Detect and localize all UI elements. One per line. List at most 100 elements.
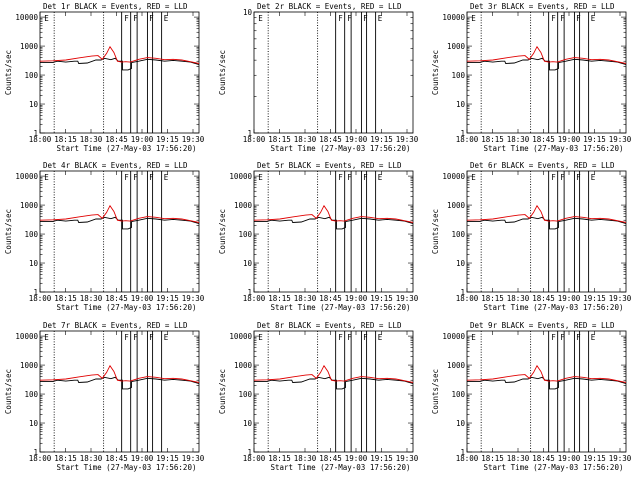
x-tick-label: 18:00	[243, 454, 266, 463]
x-tick-label: 18:00	[29, 454, 52, 463]
y-tick-label: 100	[24, 230, 38, 239]
y-axis-label: Counts/sec	[431, 369, 440, 414]
y-tick-label: 1000	[447, 361, 466, 370]
plot-frame	[466, 330, 627, 453]
lld-series-line	[253, 364, 414, 383]
flag-letter: E	[591, 14, 596, 23]
flag-letter: F	[133, 14, 138, 23]
y-tick-label: 1	[33, 288, 38, 297]
x-tick-label: 18:45	[105, 454, 128, 463]
x-tick-label: 19:30	[396, 294, 419, 303]
lld-series-line	[39, 364, 200, 383]
panel-title: Det 4r BLACK = Events, RED = LLD	[43, 161, 188, 170]
lld-series-line	[39, 45, 200, 64]
x-tick-label: 19:30	[396, 135, 419, 144]
y-tick-label: 1	[247, 288, 252, 297]
x-tick-label: 19:00	[131, 454, 154, 463]
flag-letter: E	[258, 14, 263, 23]
x-tick-label: 18:30	[507, 135, 530, 144]
detector-panel-4: Det 4r BLACK = Events, RED = LLD Counts/s…	[4, 161, 205, 312]
x-tick-label: 19:15	[156, 454, 179, 463]
x-tick-label: 18:30	[507, 454, 530, 463]
flag-letter: F	[347, 333, 352, 342]
x-tick-label: 18:45	[319, 454, 342, 463]
detector-panel-7: Det 7r BLACK = Events, RED = LLD Counts/s…	[4, 321, 205, 472]
y-tick-label: 1	[460, 129, 465, 138]
plot-frame	[466, 11, 627, 134]
lld-series-line	[253, 204, 414, 223]
flag-letter: F	[551, 173, 556, 182]
y-tick-label: 1000	[447, 42, 466, 51]
x-axis-label: Start Time (27-May-03 17:56:20)	[484, 144, 624, 153]
flag-letter: E	[471, 173, 476, 182]
plot-frame	[39, 11, 200, 134]
flag-letter: F	[338, 333, 343, 342]
flag-letter: F	[363, 333, 368, 342]
panel-title: Det 2r BLACK = Events, RED = LLD	[257, 2, 402, 11]
y-tick-label: 1	[460, 448, 465, 457]
x-tick-label: 19:30	[609, 454, 632, 463]
flag-letter: E	[164, 173, 169, 182]
lld-series-line	[466, 45, 627, 64]
x-tick-label: 18:45	[532, 135, 555, 144]
x-tick-label: 18:00	[29, 135, 52, 144]
flag-letter: F	[347, 173, 352, 182]
flag-letter: E	[591, 173, 596, 182]
x-tick-label: 19:15	[156, 135, 179, 144]
flag-letter: F	[124, 333, 129, 342]
flag-letter: F	[124, 173, 129, 182]
flag-letter: F	[560, 14, 565, 23]
panel-title: Det 3r BLACK = Events, RED = LLD	[470, 2, 615, 11]
y-tick-label: 10000	[15, 13, 38, 22]
x-tick-label: 19:00	[558, 135, 581, 144]
y-tick-label: 100	[451, 390, 465, 399]
x-axis-label: Start Time (27-May-03 17:56:20)	[271, 144, 411, 153]
x-tick-label: 18:00	[243, 135, 266, 144]
flag-letter: E	[164, 14, 169, 23]
panel-title: Det 1r BLACK = Events, RED = LLD	[43, 2, 188, 11]
flag-letter: F	[576, 333, 581, 342]
flag-letter: E	[44, 14, 49, 23]
y-tick-label: 100	[451, 71, 465, 80]
y-tick-label: 1000	[234, 361, 253, 370]
x-tick-label: 18:30	[294, 135, 317, 144]
y-tick-label: 10000	[229, 172, 252, 181]
x-tick-label: 19:30	[609, 135, 632, 144]
y-tick-label: 10	[456, 259, 466, 268]
plot-frame	[253, 11, 414, 134]
x-tick-label: 19:00	[131, 294, 154, 303]
x-tick-label: 18:15	[268, 294, 291, 303]
y-tick-label: 100	[24, 390, 38, 399]
plot-frame	[39, 330, 200, 453]
y-axis-label: Counts/sec	[4, 369, 13, 414]
x-tick-label: 19:30	[609, 294, 632, 303]
x-tick-label: 19:15	[583, 454, 606, 463]
x-axis-label: Start Time (27-May-03 17:56:20)	[57, 144, 197, 153]
y-tick-label: 10	[243, 259, 253, 268]
flag-letter: F	[133, 333, 138, 342]
y-axis-label: Counts/sec	[218, 50, 227, 95]
y-tick-label: 10	[243, 8, 253, 17]
y-tick-label: 1	[33, 129, 38, 138]
x-tick-label: 19:30	[182, 454, 205, 463]
x-tick-label: 18:30	[294, 454, 317, 463]
plot-frame	[253, 330, 414, 453]
x-tick-label: 19:15	[583, 294, 606, 303]
x-tick-label: 19:00	[131, 135, 154, 144]
x-tick-label: 18:45	[532, 454, 555, 463]
flag-letter: E	[258, 173, 263, 182]
panel-title: Det 6r BLACK = Events, RED = LLD	[470, 161, 615, 170]
x-tick-label: 18:30	[294, 294, 317, 303]
flag-letter: E	[471, 333, 476, 342]
flag-letter: F	[560, 333, 565, 342]
panel-title: Det 9r BLACK = Events, RED = LLD	[470, 321, 615, 330]
x-axis-label: Start Time (27-May-03 17:56:20)	[271, 303, 411, 312]
x-tick-label: 18:45	[319, 135, 342, 144]
flag-letter: F	[149, 333, 154, 342]
x-tick-label: 18:45	[532, 294, 555, 303]
y-tick-label: 1000	[20, 42, 39, 51]
x-tick-label: 19:15	[370, 294, 393, 303]
flag-letter: E	[591, 333, 596, 342]
flag-letter: F	[576, 173, 581, 182]
flag-letter: F	[133, 173, 138, 182]
